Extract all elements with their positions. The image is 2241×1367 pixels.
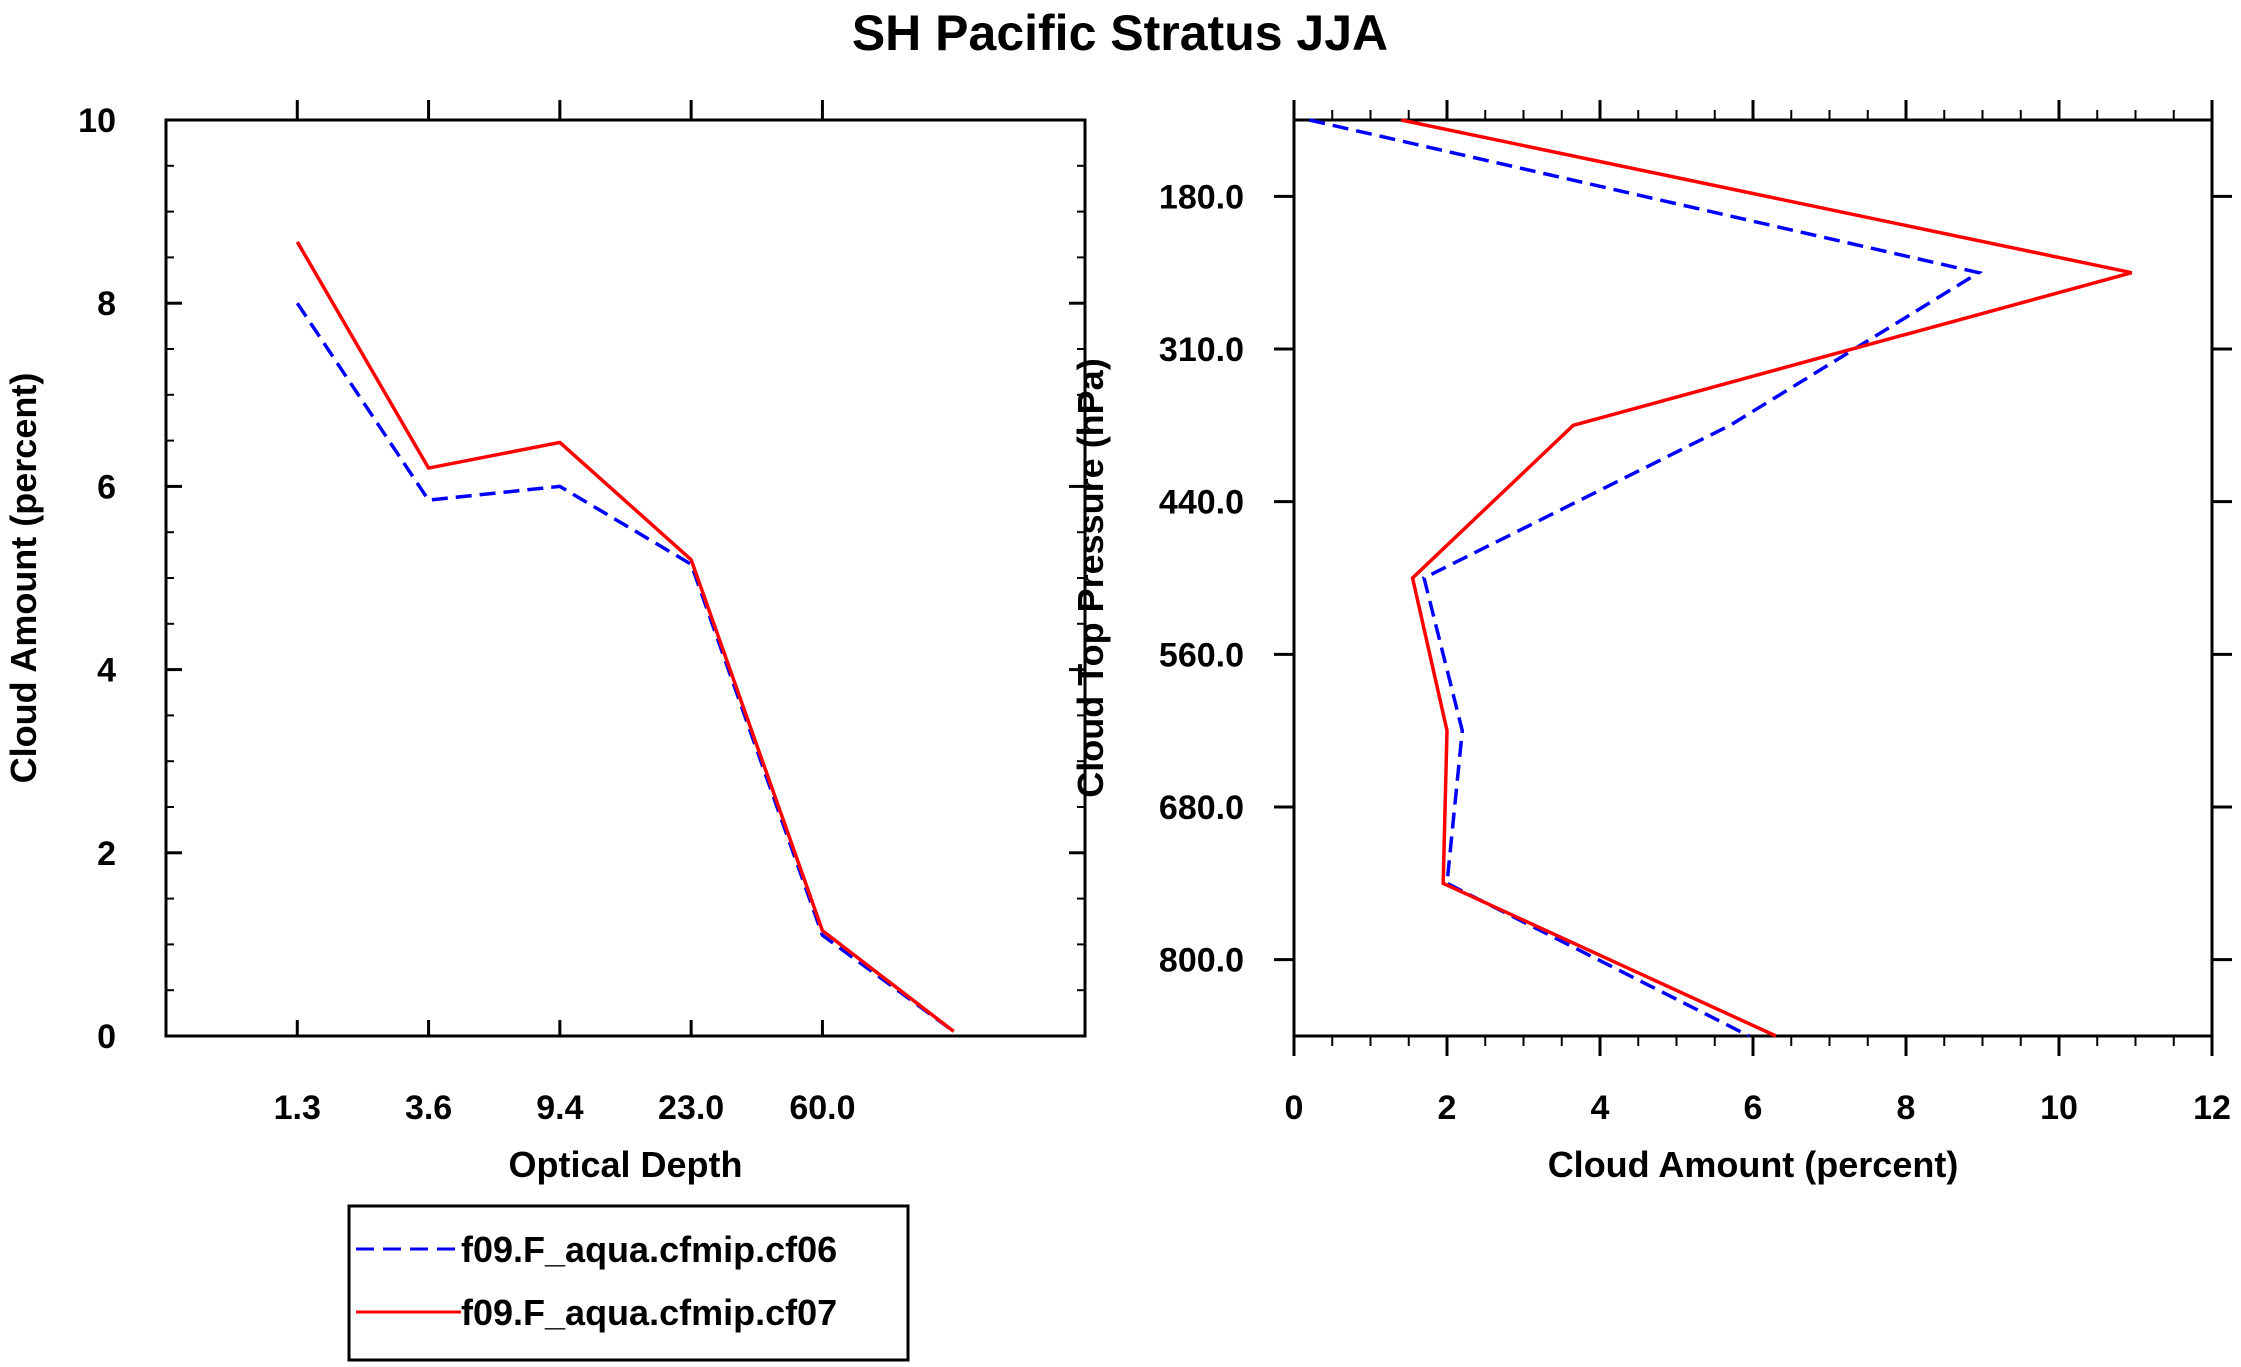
legend: f09.F_aqua.cfmip.cf06 f09.F_aqua.cfmip.c… [347, 1204, 910, 1362]
y-tick-label-2: 2 [97, 835, 116, 873]
y-tick-label-800-0: 800.0 [1159, 942, 1244, 980]
x-tick-label-10: 10 [2040, 1089, 2078, 1127]
x-tick-label-9-4: 9.4 [536, 1089, 583, 1127]
y-tick-label-180-0: 180.0 [1159, 178, 1244, 216]
series-line-f09-f-aqua-cfmip-cf06 [295, 302, 955, 1033]
x-tick-label-23-0: 23.0 [658, 1089, 724, 1127]
x-tick-label-0: 0 [1285, 1089, 1304, 1127]
x-tick-label-8: 8 [1897, 1089, 1916, 1127]
series-line-f09-f-aqua-cfmip-cf07 [295, 240, 955, 1033]
x-tick-label-4: 4 [1591, 1089, 1610, 1127]
x-tick-label-12: 12 [2193, 1089, 2231, 1127]
legend-label-cf06: f09.F_aqua.cfmip.cf06 [461, 1229, 837, 1270]
x-tick-label-2: 2 [1438, 1089, 1457, 1127]
series-line-f09-f-aqua-cfmip-cf07 [1400, 118, 2133, 1038]
y-tick-label-310-0: 310.0 [1159, 331, 1244, 369]
right-x-axis-label: Cloud Amount (percent) [1548, 1144, 1959, 1185]
left-x-axis-label: Optical Depth [508, 1144, 742, 1185]
x-tick-label-1-3: 1.3 [274, 1089, 321, 1127]
left-y-axis-label: Cloud Amount (percent) [3, 373, 44, 784]
right-plot-cloud-top-pressure: 0 2 4 6 8 10 12 180.0 310.0 440.0 560.0 680.0 800.0 C… [1070, 100, 2232, 1185]
y-tick-label-440-0: 440.0 [1159, 484, 1244, 522]
legend-label-cf07: f09.F_aqua.cfmip.cf07 [461, 1292, 837, 1333]
legend-box [347, 1204, 910, 1362]
y-tick-label-560-0: 560.0 [1159, 636, 1244, 674]
y-tick-label-680-0: 680.0 [1159, 789, 1244, 827]
y-tick-label-0: 0 [97, 1018, 116, 1056]
y-tick-label-8: 8 [97, 285, 116, 323]
right-plot-frame [1292, 118, 2214, 1038]
left-plot-frame [164, 118, 1087, 1038]
left-plot-optical-depth: 0 2 4 6 8 10 1.3 3.6 9.4 23.0 60.0 Optical Depth Clo… [3, 100, 1087, 1185]
chart-title: SH Pacific Stratus JJA [852, 5, 1388, 61]
x-tick-label-3-6: 3.6 [405, 1089, 452, 1127]
right-y-axis-label: Cloud Top Pressure (hPa) [1070, 358, 1111, 797]
x-tick-label-6: 6 [1744, 1089, 1763, 1127]
y-tick-label-4: 4 [97, 652, 116, 690]
x-tick-label-60-0: 60.0 [789, 1089, 855, 1127]
y-tick-label-10: 10 [78, 102, 116, 140]
series-line-f09-f-aqua-cfmip-cf06 [1308, 118, 1984, 1038]
y-tick-label-6: 6 [97, 468, 116, 506]
